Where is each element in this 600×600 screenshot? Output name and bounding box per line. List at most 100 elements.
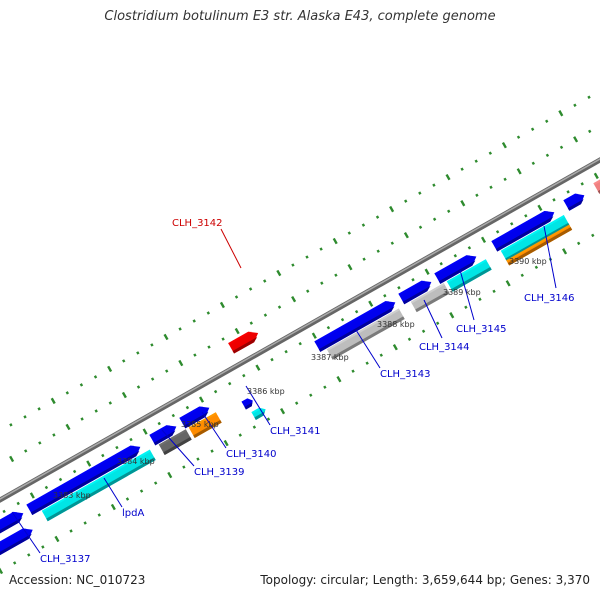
gene-feature bbox=[241, 398, 253, 410]
outer-tick bbox=[107, 365, 113, 373]
outer-tick bbox=[320, 281, 324, 285]
inner-tick bbox=[421, 329, 426, 333]
accession-label: Accession: NC_010723 bbox=[9, 573, 146, 587]
outer-tick bbox=[248, 287, 253, 291]
inner-tick bbox=[0, 567, 4, 575]
inner-tick bbox=[210, 449, 214, 453]
feature-highlight bbox=[188, 412, 217, 430]
feature-block bbox=[326, 308, 405, 360]
inner-tick bbox=[464, 305, 468, 309]
outer-tick bbox=[347, 263, 353, 271]
inner-tick bbox=[44, 485, 49, 490]
inner-tick bbox=[167, 471, 173, 479]
gene-label: CLH_3146 bbox=[524, 293, 575, 304]
outer-tick bbox=[178, 327, 182, 331]
outer-tick bbox=[445, 173, 451, 181]
feature-block bbox=[398, 280, 432, 305]
label-leader-line bbox=[220, 228, 242, 269]
outer-tick bbox=[276, 269, 282, 277]
inner-tick bbox=[255, 364, 261, 371]
feature-bevel bbox=[0, 533, 32, 566]
inner-tick bbox=[242, 373, 246, 378]
feature-highlight bbox=[446, 259, 487, 284]
feature-highlight bbox=[434, 255, 471, 276]
inner-tick bbox=[562, 248, 568, 255]
outer-tick bbox=[136, 351, 140, 355]
inner-tick bbox=[383, 294, 387, 298]
outer-tick bbox=[361, 223, 366, 227]
outer-tick bbox=[376, 249, 380, 253]
inner-tick bbox=[69, 529, 73, 533]
feature-bevel bbox=[438, 260, 476, 284]
label-leader-line bbox=[459, 269, 475, 321]
feature-highlight bbox=[506, 224, 571, 263]
feature-block bbox=[0, 528, 33, 566]
kbp-label: 3383 kbp bbox=[53, 491, 91, 500]
inner-tick bbox=[439, 262, 443, 266]
outer-tick bbox=[404, 199, 408, 203]
inner-tick bbox=[41, 545, 45, 549]
inner-tick bbox=[266, 417, 271, 421]
gene-feature bbox=[158, 429, 192, 455]
inner-tick bbox=[16, 501, 20, 506]
outer-tick bbox=[94, 409, 98, 413]
inner-tick bbox=[110, 503, 116, 511]
outer-tick bbox=[545, 119, 549, 123]
outer-tick bbox=[489, 185, 493, 190]
feature-bevel bbox=[331, 316, 405, 360]
label-leader-line bbox=[355, 329, 381, 369]
inner-tick bbox=[83, 521, 87, 525]
outer-tick bbox=[389, 205, 395, 213]
outer-tick bbox=[65, 391, 70, 395]
gene-feature bbox=[326, 308, 405, 360]
feature-bevel bbox=[244, 402, 253, 410]
feature-highlight bbox=[563, 193, 579, 203]
outer-tick bbox=[206, 311, 211, 315]
feature-block bbox=[314, 301, 396, 352]
gene-label: CLH_3144 bbox=[419, 342, 470, 353]
map-title: Clostridium botulinum E3 str. Alaska E43… bbox=[104, 9, 496, 24]
feature-highlight bbox=[398, 280, 426, 296]
feature-bevel bbox=[507, 227, 573, 266]
outer-tick bbox=[403, 232, 409, 239]
feature-bevel bbox=[415, 290, 450, 313]
outer-tick bbox=[192, 319, 196, 323]
gene-label: lpdA bbox=[122, 508, 144, 519]
genome-backbone bbox=[0, 157, 600, 503]
inner-tick bbox=[510, 222, 514, 226]
outer-tick bbox=[24, 449, 28, 453]
inner-tick bbox=[552, 198, 556, 202]
outer-tick bbox=[249, 321, 253, 325]
inner-tick bbox=[593, 172, 599, 180]
outer-tick bbox=[38, 441, 42, 445]
inner-tick bbox=[125, 497, 130, 501]
feature-bevel bbox=[451, 267, 492, 292]
gene-feature bbox=[149, 425, 177, 446]
inner-tick bbox=[311, 332, 317, 339]
gene-feature bbox=[410, 283, 450, 313]
outer-tick bbox=[334, 273, 338, 277]
outer-tick bbox=[234, 327, 240, 335]
gene-feature bbox=[0, 528, 33, 566]
feature-bevel bbox=[163, 437, 192, 455]
label-leader-line bbox=[245, 385, 271, 426]
outer-tick bbox=[9, 455, 15, 463]
feature-bevel bbox=[30, 450, 140, 516]
outer-tick bbox=[516, 168, 522, 175]
gene-label: CLH_3139 bbox=[194, 467, 245, 478]
inner-tick bbox=[97, 513, 101, 517]
kbp-label: 3384 kbp bbox=[117, 457, 155, 466]
feature-highlight bbox=[500, 215, 565, 253]
inner-tick bbox=[27, 553, 31, 557]
inner-tick bbox=[495, 230, 500, 234]
label-leader-line bbox=[423, 299, 443, 339]
inner-tick bbox=[435, 321, 440, 325]
outer-tick bbox=[516, 135, 521, 139]
outer-tick bbox=[122, 359, 126, 363]
feature-highlight bbox=[158, 429, 187, 447]
inner-tick bbox=[449, 312, 455, 319]
inner-tick bbox=[270, 357, 274, 362]
inner-tick bbox=[424, 268, 430, 275]
gene-features bbox=[0, 157, 600, 566]
feature-bevel bbox=[402, 286, 431, 305]
